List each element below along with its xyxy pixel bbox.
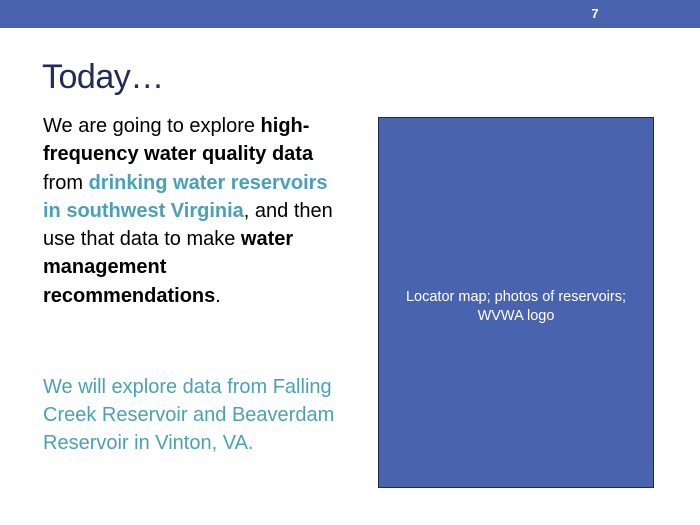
intro-text-4: . — [215, 284, 221, 307]
intro-text-3: , and then use that data to make — [43, 199, 333, 251]
slide-title: Today… — [42, 58, 164, 96]
intro-highlight: drinking water reservoirs in southwest V… — [43, 171, 328, 222]
slide-number: 7 — [591, 6, 599, 21]
intro-bold-1: high-frequency water quality data — [43, 115, 314, 166]
intro-text-2: from — [43, 171, 89, 194]
placeholder-text: Locator map; photos of reservoirs; WVWA … — [405, 288, 627, 324]
second-paragraph: We will explore data from Falling Creek … — [43, 376, 335, 454]
intro-bold-2: water management recommendations — [43, 228, 294, 307]
image-placeholder: Locator map; photos of reservoirs; WVWA … — [378, 117, 654, 488]
intro-paragraph: We are going to explore high-frequency w… — [43, 112, 343, 310]
header-bar: 7 — [0, 0, 700, 28]
intro-text-1: We are going to explore — [43, 115, 261, 137]
